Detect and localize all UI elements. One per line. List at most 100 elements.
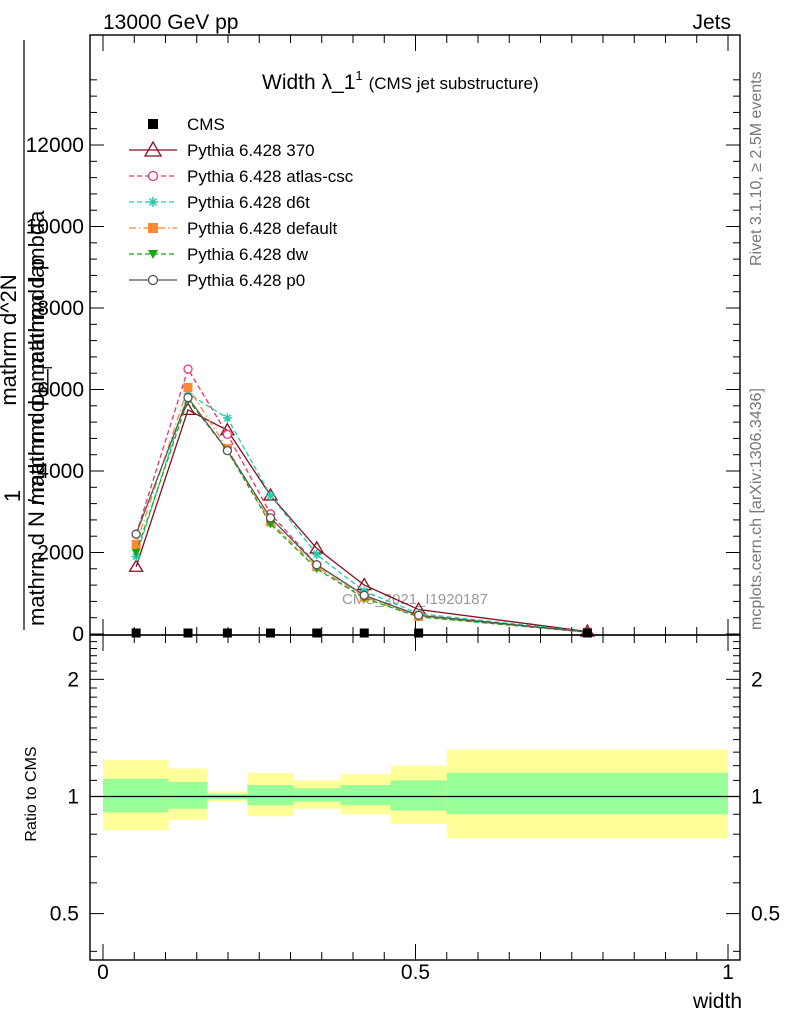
data-point [131, 539, 141, 549]
plot-title-main: Width λ_1 [262, 71, 355, 94]
legend-entry: Pythia 6.428 atlas-csc [129, 167, 354, 186]
legend-label: Pythia 6.428 p0 [187, 271, 305, 290]
ratio-y-tick-label-right: 1 [751, 785, 763, 808]
data-point [131, 529, 141, 539]
legend-entry: Pythia 6.428 p0 [129, 271, 305, 290]
mcplots-label: mcplots.cern.ch [arXiv:1306.3436] [748, 388, 765, 630]
main-y-tick-label: 8000 [37, 297, 84, 320]
ratio-bands [103, 749, 728, 839]
data-point [131, 549, 141, 558]
ratio-band-inner [293, 788, 341, 802]
ratio-band-inner [446, 772, 728, 815]
main-y-tick-label: 4000 [37, 460, 84, 483]
ratio-panel: 0.5 0.51 12 2 0 0.5 1 Ratio to CMS width [23, 634, 780, 1013]
main-x-axis-ticks [102, 35, 729, 635]
ratio-band-inner [103, 778, 169, 813]
data-point [183, 382, 193, 392]
series-layer [128, 364, 596, 638]
main-y-tick-label: 2000 [37, 542, 84, 565]
legend-marker [147, 170, 159, 182]
legend-entry: CMS [148, 115, 225, 134]
data-point [359, 628, 369, 638]
legend-label: Pythia 6.428 default [187, 219, 338, 238]
series-line [135, 398, 588, 633]
ratio-y-tick-label: 1 [67, 785, 79, 808]
data-point [312, 628, 322, 638]
ratio-band-inner [390, 780, 447, 811]
data-point [128, 558, 144, 572]
ratio-band-inner [168, 781, 208, 809]
ylabel-denominator: mathrm d N / mathrm d p_mathrm d p [24, 258, 49, 626]
ylabel-denominator-sub: T [39, 363, 55, 372]
data-point [222, 628, 232, 638]
main-y-axis: 0 2000 4000 6000 8000 10000 12000 [26, 79, 740, 646]
x-axis-label: width [692, 990, 742, 1013]
data-point [359, 590, 369, 600]
x-tick-label: 1 [722, 961, 734, 984]
legend-marker [148, 250, 158, 259]
data-point [266, 628, 275, 638]
ratio-y-axis: 0.5 0.5 1 1 2 2 [50, 641, 780, 952]
main-panel: 0 2000 4000 6000 8000 10000 12000 Width λ_11 (C… [26, 34, 741, 646]
data-point [180, 402, 196, 416]
data-point [413, 610, 424, 620]
data-point [312, 550, 322, 560]
main-y-tick-label: 6000 [37, 379, 84, 402]
data-point [266, 520, 275, 529]
energy-label: 13000 GeV pp [103, 11, 238, 34]
legend-label: Pythia 6.428 d6t [187, 193, 310, 212]
legend-entry: Pythia 6.428 dw [129, 245, 309, 264]
legend-label: Pythia 6.428 atlas-csc [187, 167, 354, 186]
x-tick-label: 0 [97, 961, 109, 984]
ratio-band-inner [340, 785, 391, 806]
ratio-y-tick-label: 2 [67, 668, 79, 691]
legend-marker [148, 223, 158, 233]
legend-marker [148, 197, 158, 207]
main-y-tick-label: 12000 [26, 134, 84, 157]
legend-label: Pythia 6.428 dw [187, 245, 309, 264]
category-label: Jets [692, 11, 731, 34]
series-pythia-6-428-p0 [131, 393, 593, 637]
data-point [582, 628, 592, 638]
ylabel-numerator-1: mathrm d^2N [0, 274, 21, 405]
ylabel-frac-one: 1 [0, 490, 25, 502]
legend-entry: Pythia 6.428 d6t [129, 193, 310, 212]
data-point [183, 393, 193, 403]
data-point [183, 364, 193, 374]
plot-title-sup: 1 [355, 68, 362, 83]
legend-marker [148, 119, 158, 129]
data-point [312, 560, 322, 570]
legend-label: CMS [187, 115, 225, 134]
rivet-version-label: Rivet 3.1.10, ≥ 2.5M events [748, 71, 765, 266]
data-point [183, 628, 193, 638]
legend-label: Pythia 6.428 370 [187, 141, 315, 160]
legend: CMS Pythia 6.428 370 Pythia 6.428 atlas-cs… [129, 115, 354, 290]
ratio-x-axis: 0 0.5 1 [97, 635, 734, 984]
legend-entry: Pythia 6.428 default [129, 219, 338, 238]
analysis-watermark: CMS_2021_I1920187 [342, 591, 488, 608]
legend-marker [147, 274, 159, 286]
series-line [135, 385, 588, 633]
plot-title-sub: (CMS jet substructure) [369, 74, 539, 93]
data-point [222, 445, 233, 456]
series-cms [131, 628, 592, 638]
ylabel-numerator-2: mathrm d p_mathrm d lambda [24, 210, 49, 505]
main-y-label: 1 mathrm d N / mathrm d p_mathrm d p T m… [0, 40, 55, 630]
data-point [266, 490, 275, 500]
x-tick-label: 0.5 [401, 961, 430, 984]
series-line [135, 396, 588, 633]
data-point [222, 413, 232, 423]
data-point [414, 628, 424, 638]
main-y-tick-label: 10000 [26, 216, 84, 239]
data-point [265, 513, 276, 523]
main-y-tick-label: 0 [72, 623, 84, 646]
plot-title: Width λ_11 (CMS jet substructure) [262, 68, 539, 94]
legend-entry: Pythia 6.428 370 [129, 140, 315, 160]
ratio-y-label: Ratio to CMS [23, 746, 40, 841]
ratio-y-tick-label: 0.5 [50, 903, 79, 926]
ratio-y-tick-label-right: 0.5 [751, 903, 780, 926]
data-point [131, 628, 141, 638]
legend-marker [143, 140, 163, 157]
ratio-y-tick-label-right: 2 [751, 668, 763, 691]
